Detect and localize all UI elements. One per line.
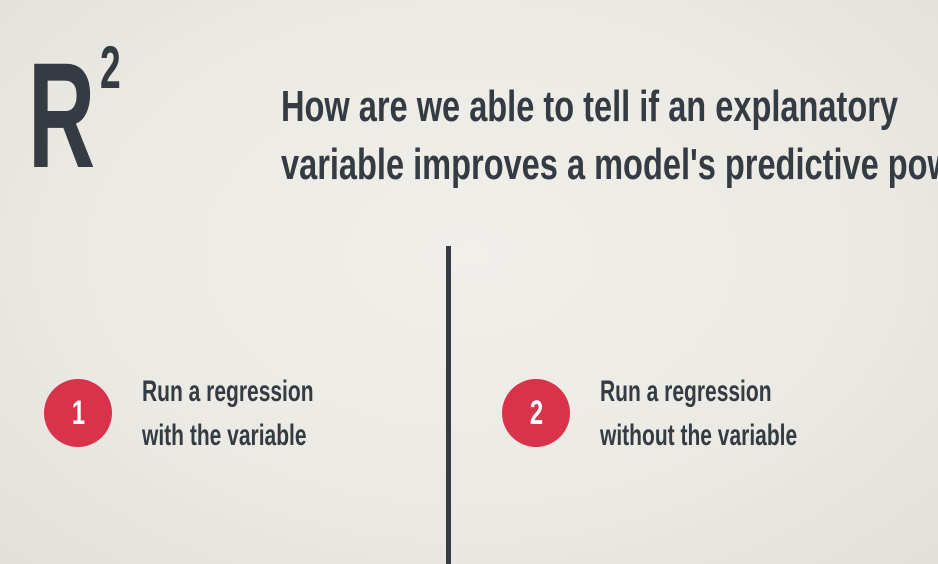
step-2-number-badge: 2 xyxy=(502,379,570,447)
step-2-line-2: without the variable xyxy=(600,419,798,452)
question-line-2: variable improves a model's predictive p… xyxy=(281,140,938,189)
step-1-number-badge: 1 xyxy=(44,379,112,447)
step-1-number: 1 xyxy=(71,393,85,432)
step-1: 1 Run a regression with the variable xyxy=(44,368,387,458)
question-heading: How are we able to tell if an explanator… xyxy=(281,78,938,194)
step-2-text: Run a regression without the variable xyxy=(600,370,797,458)
step-2: 2 Run a regression without the variable xyxy=(502,368,882,458)
question-line-1: How are we able to tell if an explanator… xyxy=(281,82,899,131)
step-1-text: Run a regression with the variable xyxy=(142,370,314,458)
r-squared-letter: R xyxy=(28,31,95,199)
vertical-divider xyxy=(446,246,451,564)
step-2-line-1: Run a regression xyxy=(600,375,772,408)
step-2-number: 2 xyxy=(529,393,543,432)
step-1-line-1: Run a regression xyxy=(142,375,314,408)
r-squared-superscript: 2 xyxy=(100,34,121,101)
step-1-line-2: with the variable xyxy=(142,419,307,452)
